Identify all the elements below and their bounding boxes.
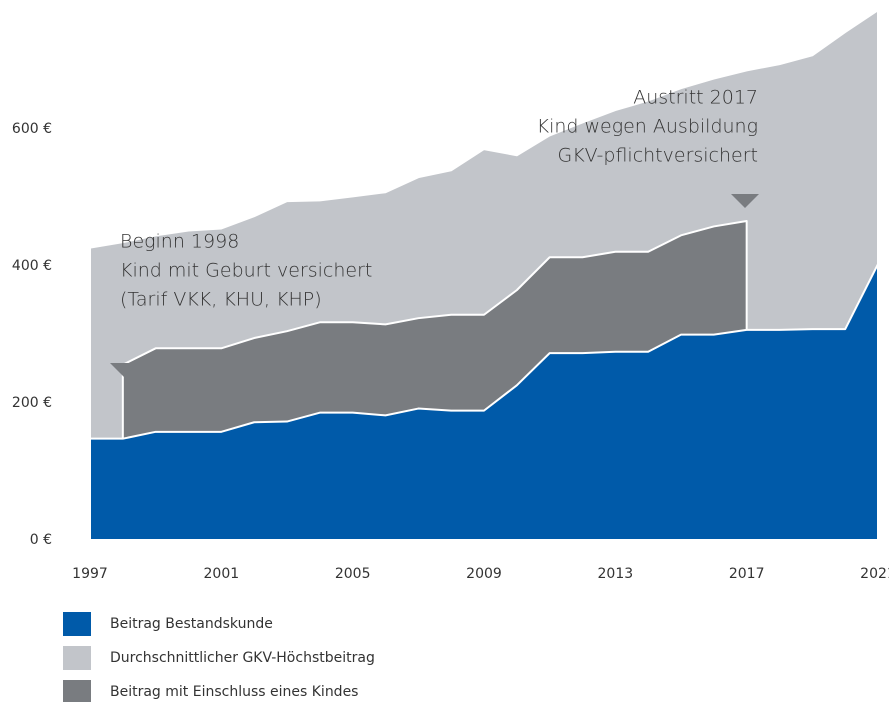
x-tick-label: 1997 [72, 566, 108, 582]
legend-label: Beitrag mit Einschluss eines Kindes [110, 684, 358, 700]
annotation: (Tarif VKK, KHU, KHP) [120, 289, 322, 311]
annotation: GKV-pflichtversichert [557, 145, 758, 167]
x-tick-label: 2009 [466, 566, 502, 582]
legend-swatch [63, 680, 91, 702]
marker-start [110, 363, 138, 377]
legend-swatch [63, 646, 91, 670]
legend-label: Beitrag Bestandskunde [110, 616, 273, 632]
annotation: Kind mit Geburt versichert [120, 260, 372, 282]
y-tick-label: 200 € [12, 395, 52, 411]
area [89, 263, 879, 541]
legend-label: Durchschnittlicher GKV-Höchstbeitrag [110, 650, 375, 666]
x-tick-label: 2005 [335, 566, 371, 582]
y-tick-label: 600 € [12, 121, 52, 137]
y-tick-label: 0 € [30, 532, 52, 548]
y-tick-label: 400 € [12, 258, 52, 274]
legend-swatch [63, 612, 91, 636]
annotation: Austritt 2017 [633, 87, 758, 109]
x-tick-label: 2013 [598, 566, 634, 582]
plot-area [89, 9, 879, 541]
annotation: Kind wegen Ausbildung [537, 116, 758, 138]
x-tick-label: 2001 [204, 566, 240, 582]
marker-end [731, 194, 759, 208]
annotation: Beginn 1998 [120, 231, 239, 253]
x-tick-label: 2021 [860, 566, 889, 582]
x-tick-label: 2017 [729, 566, 765, 582]
